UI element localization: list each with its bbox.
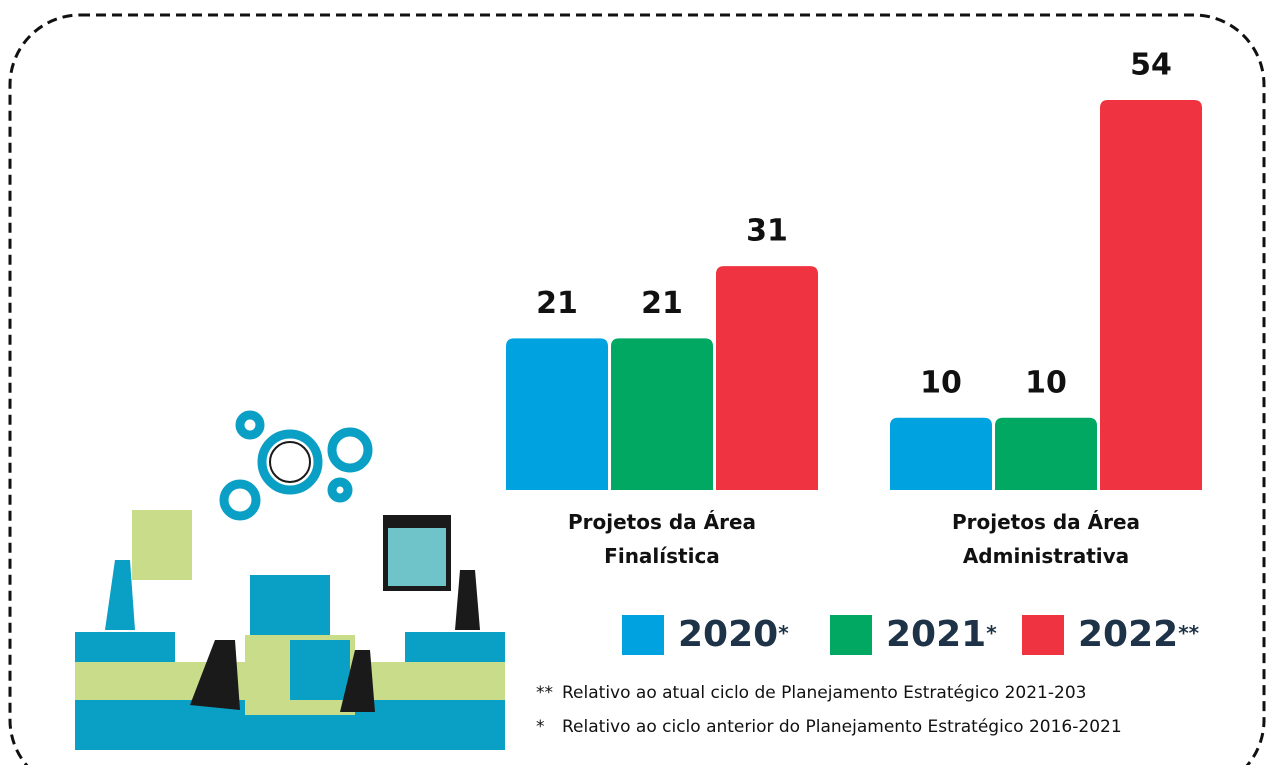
footnote: * Relativo ao ciclo anterior do Planejame… (536, 717, 1122, 737)
illustration (75, 410, 505, 750)
value-label: 54 (1130, 48, 1172, 83)
value-label: 31 (746, 214, 788, 249)
legend-name: 2020 (678, 614, 778, 655)
footnote-text: Relativo ao atual ciclo de Planejamento … (562, 683, 1087, 703)
legend-label: 2021* (886, 614, 997, 655)
legend-marker: ** (1178, 621, 1199, 645)
value-label: 21 (641, 286, 683, 321)
value-label: 21 (536, 286, 578, 321)
value-label: 10 (920, 365, 962, 400)
bar (716, 266, 818, 490)
legend-name: 2021 (886, 614, 986, 655)
legend-label: 2022** (1078, 614, 1200, 655)
footnote-text: Relativo ao ciclo anterior do Planejamen… (562, 717, 1122, 737)
value-label: 10 (1025, 365, 1067, 400)
legend-swatch (1022, 615, 1064, 655)
legend-name: 2022 (1078, 614, 1178, 655)
footnote-marker: * (536, 717, 545, 737)
bar (995, 417, 1097, 490)
dashed-frame (8, 13, 1266, 765)
category-label: Projetos da Área Administrativa (951, 510, 1141, 568)
bar (1100, 100, 1202, 490)
footnote: ** Relativo ao atual ciclo de Planejament… (536, 683, 1086, 703)
legend-swatch (830, 615, 872, 655)
bar (890, 417, 992, 490)
legend-swatch (622, 615, 664, 655)
footnote-marker: ** (536, 683, 553, 703)
legend-label: 2020* (678, 614, 789, 655)
bar (506, 338, 608, 490)
bar (611, 338, 713, 490)
legend-marker: * (986, 621, 997, 645)
category-label: Projetos da Área Finalística (567, 510, 757, 568)
legend-marker: * (778, 621, 789, 645)
